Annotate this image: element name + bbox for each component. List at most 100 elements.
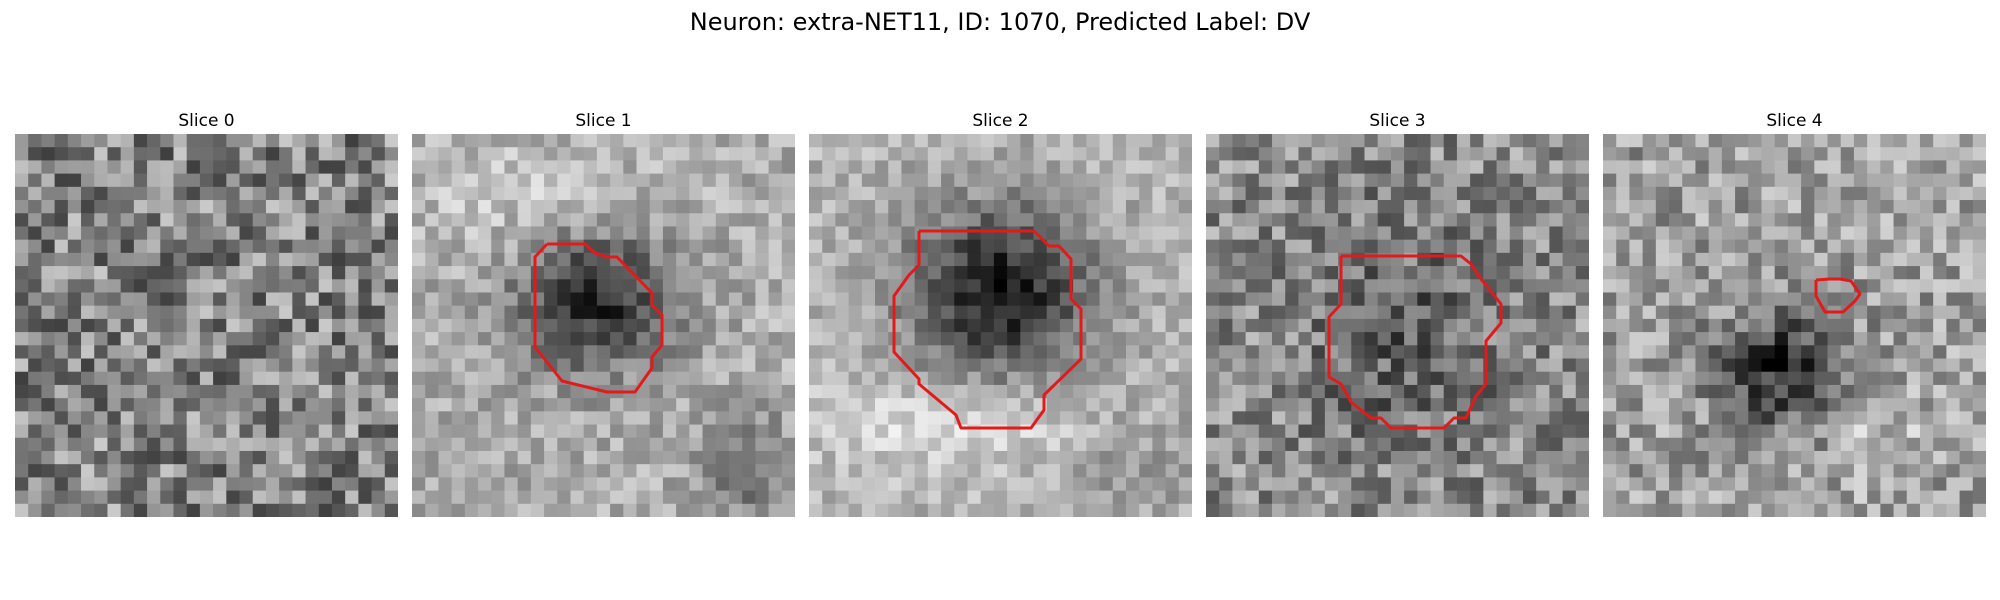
pixel [1470, 318, 1484, 333]
pixel [781, 266, 795, 280]
pixel [1853, 173, 1868, 188]
pixel [1536, 464, 1550, 478]
pixel [1099, 213, 1114, 228]
pixel [1562, 398, 1577, 412]
pixel [1219, 173, 1234, 188]
pixel [583, 134, 598, 148]
pixel [1232, 239, 1247, 254]
pixel [279, 226, 293, 241]
pixel [914, 450, 929, 465]
pixel [1655, 279, 1670, 294]
pixel [755, 503, 770, 517]
pixel [1642, 186, 1657, 201]
pixel [1364, 398, 1379, 412]
pixel [252, 424, 267, 439]
pixel [901, 464, 916, 478]
pixel [1603, 279, 1617, 294]
pixel [265, 292, 280, 307]
pixel [491, 200, 506, 214]
pixel [1152, 345, 1167, 360]
pixel [15, 384, 29, 399]
pixel [305, 134, 320, 148]
pixel [583, 358, 598, 373]
pixel [94, 398, 109, 412]
pixel [160, 173, 175, 188]
pixel [1417, 239, 1432, 254]
pixel [1669, 384, 1683, 399]
pixel [1059, 147, 1074, 162]
pixel [1801, 292, 1815, 307]
pixel [1536, 226, 1550, 241]
pixel [610, 200, 624, 214]
pixel [1919, 160, 1934, 175]
pixel [1351, 464, 1366, 478]
pixel [530, 200, 545, 214]
pixel [1073, 279, 1087, 294]
pixel [1390, 371, 1405, 386]
pixel [1324, 279, 1339, 294]
pixel [491, 345, 506, 360]
pixel [1801, 239, 1815, 254]
pixel [331, 437, 346, 452]
pixel [504, 503, 519, 517]
pixel [1390, 384, 1405, 399]
pixel [265, 345, 280, 360]
pixel [1338, 345, 1352, 360]
pixel [1046, 305, 1061, 320]
pixel [1139, 292, 1153, 307]
pixel [412, 437, 426, 452]
pixel [28, 147, 43, 162]
pixel [1575, 252, 1589, 267]
pixel [557, 384, 572, 399]
pixel [1245, 490, 1260, 505]
pixel [1933, 266, 1947, 280]
pixel [901, 490, 916, 505]
pixel [1007, 464, 1021, 478]
pixel [1112, 450, 1127, 465]
pixel [1443, 450, 1458, 465]
pixel [1669, 279, 1683, 294]
pixel [781, 305, 795, 320]
pixel [1616, 147, 1631, 162]
pixel [1562, 358, 1577, 373]
pixel [517, 147, 532, 162]
pixel [1867, 371, 1881, 386]
pixel [1007, 411, 1021, 426]
pixel [1827, 437, 1842, 452]
pixel [1443, 134, 1458, 148]
pixel [478, 239, 492, 254]
pixel [1219, 252, 1234, 267]
pixel [54, 332, 69, 346]
pixel [371, 332, 386, 346]
pixel [1721, 437, 1736, 452]
pixel [1721, 200, 1736, 214]
pixel [213, 464, 227, 478]
pixel [54, 358, 69, 373]
pixel [318, 318, 333, 333]
pixel [742, 292, 756, 307]
pixel [1443, 318, 1458, 333]
pixel [583, 266, 598, 280]
pixel [1125, 252, 1140, 267]
pixel [1404, 173, 1418, 188]
pixel [1165, 266, 1180, 280]
pixel [1258, 371, 1273, 386]
pixel [1059, 398, 1074, 412]
pixel [583, 239, 598, 254]
pixel [1496, 266, 1511, 280]
pixel [491, 424, 506, 439]
pixel [81, 490, 95, 505]
pixel [15, 292, 29, 307]
pixel [1165, 318, 1180, 333]
pixel [941, 371, 955, 386]
pixel [742, 398, 756, 412]
pixel [292, 345, 307, 360]
pixel [530, 464, 545, 478]
pixel [1496, 252, 1511, 267]
pixel [107, 450, 122, 465]
pixel [809, 437, 823, 452]
pixel [875, 450, 889, 465]
pixel [1748, 490, 1763, 505]
pixel [662, 464, 677, 478]
pixel [610, 490, 624, 505]
